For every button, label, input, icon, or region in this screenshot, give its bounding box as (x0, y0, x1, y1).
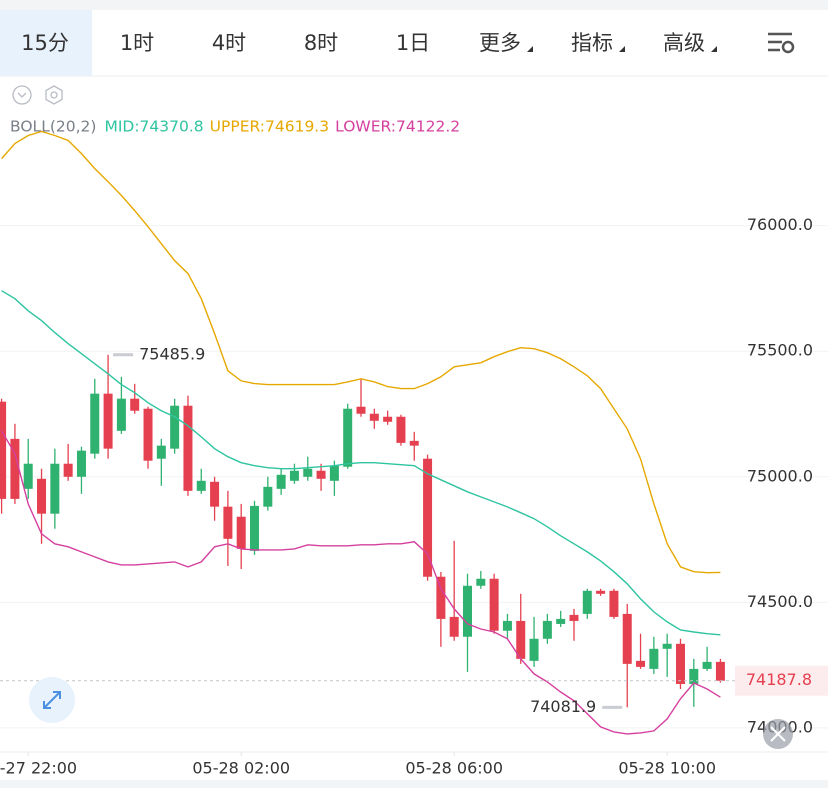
x-tick-label: 05-28 06:00 (405, 759, 503, 778)
tab[interactable]: 更多 (479, 31, 521, 55)
candle-body (436, 576, 446, 619)
y-tick-label: 74500.0 (747, 592, 813, 611)
candle-body (316, 470, 326, 479)
extreme-label: 74081.9 (530, 697, 596, 716)
candle-body (596, 590, 606, 594)
candle-body (649, 648, 659, 669)
candle-body (156, 445, 166, 459)
tab[interactable]: 高级 (663, 31, 705, 55)
boll-line (0, 430, 721, 735)
candle-body (289, 470, 299, 481)
candle-body (10, 438, 20, 499)
indicator-name: BOLL(20,2) (10, 118, 96, 136)
candle-body (76, 450, 86, 477)
candle-body (329, 465, 339, 481)
candle-body (263, 486, 273, 507)
dropdown-markers (527, 46, 717, 52)
candle-body (0, 401, 7, 499)
candle-body (449, 616, 459, 637)
candle-body (196, 480, 206, 491)
candle-body (529, 638, 539, 661)
candle-body (143, 408, 153, 461)
candle-body (569, 614, 579, 621)
legend-entry: LOWER:74122.2 (335, 118, 460, 136)
top-strip (0, 0, 828, 10)
candle-body (489, 578, 499, 631)
candle-body (516, 620, 526, 659)
settings-icon[interactable] (768, 32, 795, 54)
candle-body (396, 416, 406, 443)
candle-body (303, 468, 313, 477)
x-tick-label: 05-27 22:00 (0, 759, 77, 778)
legend-entry: UPPER:74619.3 (210, 118, 329, 136)
candle-body (542, 620, 552, 639)
candle-body (50, 463, 60, 514)
candle-body (63, 463, 73, 477)
candle-body (183, 405, 193, 491)
expand-button[interactable] (29, 677, 75, 723)
indicator-icons[interactable] (12, 85, 63, 105)
candle-body (662, 643, 672, 649)
candle-body (170, 405, 180, 449)
boll-line (1, 130, 721, 574)
candle-body (622, 613, 632, 664)
tab[interactable]: 1日 (396, 31, 430, 55)
candle-body (90, 393, 100, 454)
tab[interactable]: 4时 (212, 31, 246, 55)
y-tick-label: 75000.0 (747, 466, 813, 485)
candle-body (356, 406, 366, 414)
candle-body (103, 393, 113, 449)
candle-body (409, 440, 419, 446)
candle-body (250, 505, 260, 551)
x-tick-label: 05-28 02:00 (192, 759, 290, 778)
candle-body (383, 416, 393, 422)
candle-body (236, 516, 246, 549)
tab[interactable]: 指标 (571, 31, 613, 55)
candle-body (636, 660, 646, 667)
tab[interactable]: 15分 (21, 31, 69, 55)
candle-body (130, 398, 140, 411)
legend-entry: MID:74370.8 (104, 118, 203, 136)
candle-body (23, 463, 33, 489)
last-price-label: 74187.8 (746, 670, 812, 689)
candle-body (702, 661, 712, 669)
x-tick-label: 05-28 10:00 (618, 759, 716, 778)
candle-body (689, 668, 699, 684)
active-tab-bg (0, 10, 92, 76)
reset-button[interactable] (763, 719, 793, 749)
tab[interactable]: 1时 (120, 31, 154, 55)
candle-body (462, 585, 472, 637)
candle-body (423, 458, 433, 577)
extreme-label: 75485.9 (139, 344, 205, 363)
candle-body (502, 620, 512, 631)
candle-body (582, 590, 592, 614)
y-tick-label: 75500.0 (747, 341, 813, 360)
boll-line (1, 290, 721, 636)
candle-body (556, 618, 566, 624)
candle-body (343, 408, 353, 467)
candle-body (37, 478, 47, 514)
tab[interactable]: 8时 (304, 31, 338, 55)
candle-body (276, 474, 286, 489)
candle-body (116, 398, 126, 431)
y-tick-label: 76000.0 (747, 215, 813, 234)
candle-body (609, 590, 619, 617)
candle-body (715, 661, 725, 681)
candle-body (369, 413, 379, 421)
last-price-bg (735, 665, 828, 696)
candle-body (223, 506, 233, 539)
bottom-strip (0, 780, 828, 788)
candle-body (210, 481, 220, 507)
candle-body (675, 643, 685, 684)
tab-bar: 15分 1时 4时 8时 1日 更多 指标 高级 (21, 31, 705, 55)
candle-body (476, 578, 486, 586)
